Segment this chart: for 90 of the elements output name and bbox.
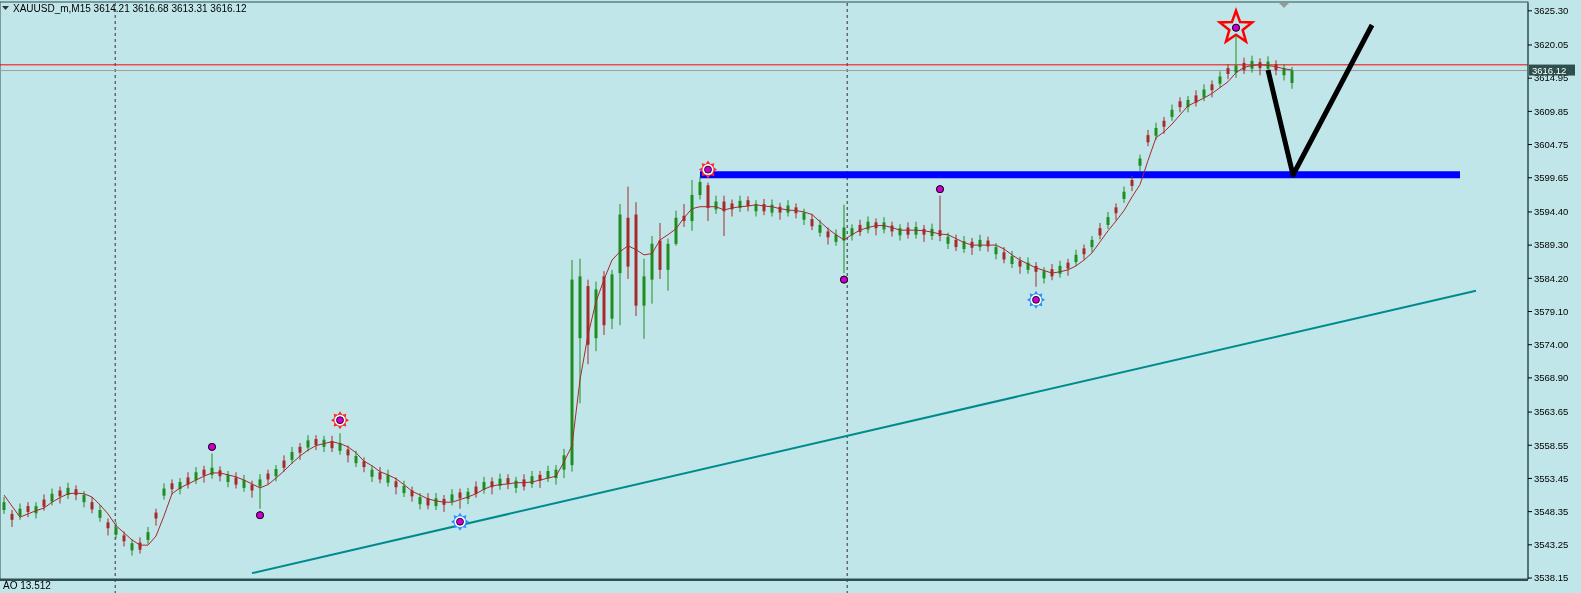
y-tick-label: 3548.35 [1534, 505, 1569, 517]
candlestick [1082, 243, 1086, 260]
candlestick [458, 488, 462, 510]
y-tick-label: 3594.40 [1534, 206, 1569, 218]
candlestick [1210, 79, 1214, 98]
candlestick [1130, 175, 1134, 192]
candlestick [994, 242, 998, 260]
candlestick [1066, 258, 1070, 277]
y-tick-label: 3620.05 [1534, 39, 1569, 51]
point [256, 511, 264, 520]
candlestick [170, 478, 174, 495]
candlestick [1090, 235, 1094, 253]
candlestick [1114, 202, 1118, 221]
candlestick [82, 490, 86, 508]
candlestick [258, 473, 262, 510]
candlestick [146, 526, 150, 545]
candlestick [1074, 249, 1078, 267]
candlestick [1146, 129, 1150, 147]
candlestick [186, 471, 190, 490]
candlestick [106, 517, 110, 536]
candlestick [1162, 116, 1166, 135]
candlestick [114, 521, 118, 540]
y-tick-label: 3609.85 [1534, 105, 1569, 117]
text: AO 13.512 [3, 580, 52, 591]
y-tick-label: 3538.15 [1534, 572, 1569, 584]
candlestick [834, 228, 838, 247]
candlestick [522, 473, 526, 491]
y-tick-label: 3579.10 [1534, 305, 1569, 317]
candlestick [194, 466, 198, 485]
candlestick [1170, 104, 1174, 122]
y-tick-label: 3553.45 [1534, 472, 1569, 484]
candlestick [378, 466, 382, 484]
y-tick-label: 3563.65 [1534, 406, 1569, 418]
y-tick-label: 3589.30 [1534, 239, 1569, 251]
candlestick [314, 434, 318, 451]
y-tick-label: 3625.30 [1534, 5, 1569, 17]
point [208, 442, 216, 451]
candlestick [42, 493, 46, 512]
y-tick-label: 3558.55 [1534, 439, 1569, 451]
y-tick-label: 3604.75 [1534, 138, 1569, 150]
candlestick [346, 445, 350, 463]
candlestick [162, 482, 166, 501]
candlestick [26, 501, 30, 518]
candlestick [1018, 256, 1022, 275]
candlestick [354, 450, 358, 468]
candlestick [418, 492, 422, 510]
candlestick [706, 182, 710, 222]
candlestick [226, 470, 230, 488]
point [936, 185, 944, 194]
candlestick [1122, 186, 1126, 204]
candlestick [946, 232, 950, 250]
candlestick [370, 465, 374, 483]
candlestick [698, 176, 702, 201]
candlestick [282, 454, 286, 473]
candlestick [98, 504, 102, 523]
candlestick [1250, 55, 1254, 74]
y-tick-label: 3543.25 [1534, 539, 1569, 551]
y-tick-label: 3568.90 [1534, 372, 1569, 384]
candlestick [1106, 211, 1110, 230]
candlestick [546, 465, 550, 483]
candlestick [130, 538, 134, 557]
chart-title: XAUUSD_m,M15 3614.21 3616.68 3613.31 3616.12 [13, 3, 247, 14]
candlestick [1290, 66, 1294, 90]
candlestick [394, 476, 398, 495]
candlestick [1042, 266, 1046, 285]
candlestick [1194, 89, 1198, 107]
point [1232, 23, 1240, 32]
candlestick [802, 208, 806, 226]
candlestick [2, 496, 6, 515]
candlestick [954, 234, 958, 252]
candlestick [274, 464, 278, 482]
candlestick [826, 227, 830, 245]
candlestick [58, 486, 62, 504]
candlestick [90, 496, 94, 514]
candlestick [1178, 96, 1182, 113]
point [840, 275, 848, 284]
candlestick [1098, 222, 1102, 240]
candlestick [1138, 154, 1142, 172]
candlestick [842, 204, 846, 274]
candlestick [386, 469, 390, 488]
candlestick [298, 442, 302, 461]
candlestick [1234, 34, 1238, 79]
candlestick [1218, 70, 1222, 89]
candlestick [234, 471, 238, 490]
candlestick [1002, 246, 1006, 264]
candlestick [10, 509, 14, 528]
candlestick [810, 213, 814, 231]
y-tick-label: 3599.65 [1534, 172, 1569, 184]
y-tick-label: 3584.20 [1534, 272, 1569, 284]
y-tick-label: 3574.00 [1534, 339, 1569, 351]
